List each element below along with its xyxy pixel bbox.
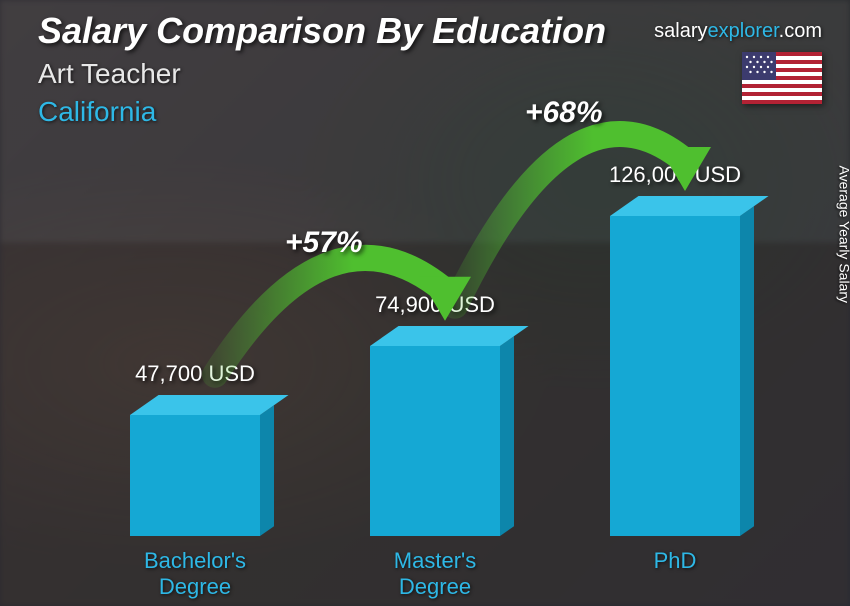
bar-category-label: Bachelor's Degree [85,548,305,601]
flag-icon [742,52,822,104]
increase-percent-label: +68% [525,96,603,130]
brand-suffix: .com [779,20,822,42]
brand-mid: explorer [708,20,779,42]
y-axis-label: Average Yearly Salary [836,166,850,304]
bar-chart: 47,700 USDBachelor's Degree74,900 USDMas… [90,176,790,536]
increase-arrow-1 [90,176,790,536]
chart-location: California [38,96,830,128]
chart-subtitle: Art Teacher [38,58,830,90]
brand-logo: salaryexplorer.com [654,20,822,43]
bar-category-label: Master's Degree [325,548,545,601]
brand-prefix: salary [654,20,707,42]
bar-category-label: PhD [565,548,785,574]
